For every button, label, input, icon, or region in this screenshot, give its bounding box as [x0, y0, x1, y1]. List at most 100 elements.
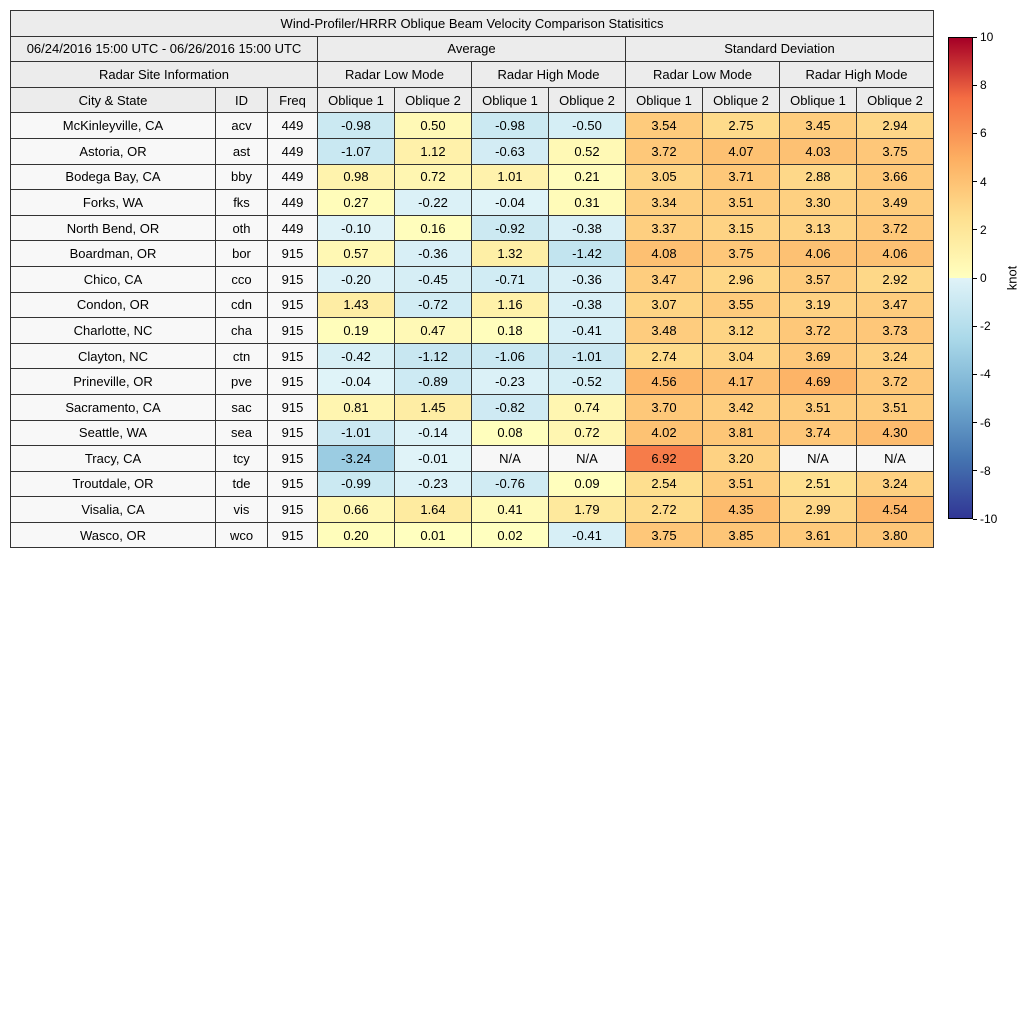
value-cell: 3.73 [856, 317, 934, 344]
value-cell: -3.24 [317, 445, 395, 472]
group-header-site-info: Radar Site Information [10, 61, 318, 88]
value-cell: -0.23 [471, 368, 549, 395]
value-cell: 3.37 [625, 214, 703, 242]
table-body: McKinleyville, CA acv 449 -0.98 0.50 -0.98 -0.… [10, 112, 934, 549]
value-cell: 3.47 [856, 291, 934, 319]
value-cell: N/A [856, 445, 934, 472]
site-id-cell: acv [215, 112, 268, 139]
value-cell: 0.27 [317, 189, 395, 216]
site-id-cell: bby [215, 163, 268, 191]
colorbar-tick-mark [973, 132, 977, 134]
freq-cell: 915 [267, 496, 318, 523]
group-header-standard-deviation: Standard Deviation [625, 35, 934, 63]
colorbar-tick-label: -2 [980, 319, 991, 334]
table-row: Visalia, CA vis 915 0.66 1.64 0.41 1.79 2.72 4.3… [10, 496, 934, 523]
colorbar-tick-label: 10 [980, 30, 994, 44]
freq-cell: 915 [267, 317, 318, 344]
value-cell: 3.47 [625, 265, 703, 293]
value-cell: 4.06 [856, 240, 934, 267]
colorbar-gradient [948, 37, 973, 519]
value-cell: 3.72 [779, 317, 857, 344]
value-cell: -0.14 [394, 419, 472, 447]
column-header: Oblique 2 [702, 86, 780, 114]
value-cell: 4.30 [856, 419, 934, 447]
group-header-std-high-mode: Radar High Mode [779, 61, 934, 88]
column-header: Oblique 1 [779, 86, 857, 114]
value-cell: N/A [779, 445, 857, 472]
colorbar-tick-mark [973, 181, 977, 183]
value-cell: 3.75 [856, 137, 934, 165]
freq-cell: 915 [267, 470, 318, 498]
value-cell: 3.24 [856, 470, 934, 498]
value-cell: -0.42 [317, 342, 395, 370]
colorbar-tick-label: 8 [980, 78, 987, 93]
value-cell: -0.98 [317, 112, 395, 139]
comparison-table: Wind-Profiler/HRRR Oblique Beam Velocity… [10, 10, 934, 549]
value-cell: -0.41 [548, 317, 626, 344]
value-cell: 1.43 [317, 291, 395, 319]
value-cell: 2.74 [625, 342, 703, 370]
value-cell: -0.52 [548, 368, 626, 395]
value-cell: 3.04 [702, 342, 780, 370]
value-cell: -1.01 [317, 419, 395, 447]
freq-cell: 915 [267, 291, 318, 319]
colorbar-tick-label: 2 [980, 222, 987, 237]
colorbar-tick-label: 4 [980, 174, 987, 189]
value-cell: 3.85 [702, 521, 780, 549]
colorbar-tick-label: 0 [980, 271, 987, 285]
site-id-cell: tde [215, 470, 268, 498]
colorbar-tick-label: -4 [980, 367, 991, 382]
colorbar-unit-label: knot [1004, 265, 1020, 291]
colorbar-tick-mark [973, 518, 977, 520]
value-cell: 0.50 [394, 112, 472, 139]
value-cell: 3.72 [856, 368, 934, 395]
value-cell: -0.99 [317, 470, 395, 498]
value-cell: 0.66 [317, 496, 395, 523]
value-cell: -0.92 [471, 214, 549, 242]
value-cell: 2.96 [702, 265, 780, 293]
value-cell: 0.98 [317, 163, 395, 191]
city-cell: Seattle, WA [10, 419, 216, 447]
value-cell: 0.19 [317, 317, 395, 344]
value-cell: 3.74 [779, 419, 857, 447]
value-cell: 1.16 [471, 291, 549, 319]
value-cell: 0.01 [394, 521, 472, 549]
city-cell: Charlotte, NC [10, 317, 216, 344]
value-cell: 3.66 [856, 163, 934, 191]
value-cell: 3.24 [856, 342, 934, 370]
value-cell: -0.76 [471, 470, 549, 498]
value-cell: N/A [548, 445, 626, 472]
value-cell: 3.19 [779, 291, 857, 319]
value-cell: -0.04 [471, 189, 549, 216]
table-row: Charlotte, NC cha 915 0.19 0.47 0.18 -0.41 3.48… [10, 317, 934, 344]
value-cell: 2.92 [856, 265, 934, 293]
value-cell: 3.51 [856, 393, 934, 421]
value-cell: 3.81 [702, 419, 780, 447]
colorbar-tick-label: -10 [980, 512, 998, 526]
value-cell: 0.21 [548, 163, 626, 191]
value-cell: 2.75 [702, 112, 780, 139]
column-header-row: City & State ID Freq Oblique 1 Oblique 2 Obli… [10, 86, 934, 114]
table-row: Prineville, OR pve 915 -0.04 -0.89 -0.23 -0.52… [10, 368, 934, 395]
value-cell: -1.42 [548, 240, 626, 267]
city-cell: North Bend, OR [10, 214, 216, 242]
column-header: Oblique 1 [317, 86, 395, 114]
city-cell: Wasco, OR [10, 521, 216, 549]
city-cell: Chico, CA [10, 265, 216, 293]
freq-cell: 449 [267, 112, 318, 139]
site-id-cell: cdn [215, 291, 268, 319]
value-cell: 3.80 [856, 521, 934, 549]
colorbar-tick-label: 6 [980, 126, 987, 141]
value-cell: N/A [471, 445, 549, 472]
column-header: Freq [267, 86, 318, 114]
value-cell: 0.31 [548, 189, 626, 216]
value-cell: 3.51 [779, 393, 857, 421]
value-cell: 4.03 [779, 137, 857, 165]
value-cell: 1.12 [394, 137, 472, 165]
site-id-cell: cco [215, 265, 268, 293]
value-cell: -1.12 [394, 342, 472, 370]
site-id-cell: wco [215, 521, 268, 549]
value-cell: -1.01 [548, 342, 626, 370]
value-cell: 0.20 [317, 521, 395, 549]
value-cell: 3.70 [625, 393, 703, 421]
